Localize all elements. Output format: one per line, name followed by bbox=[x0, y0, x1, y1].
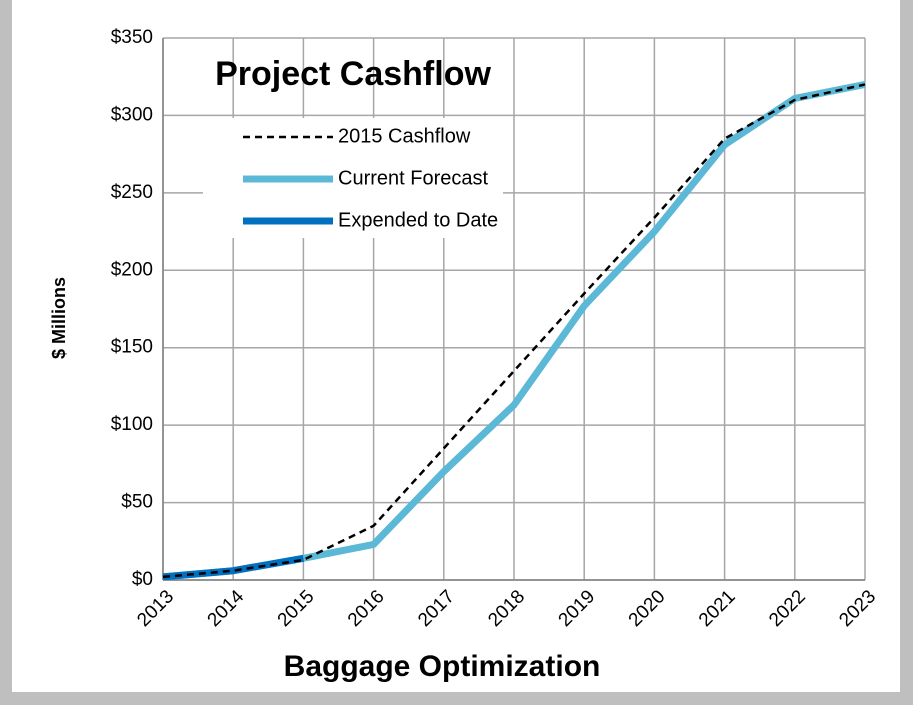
legend-label: 2015 Cashflow bbox=[338, 125, 471, 147]
legend-label: Current Forecast bbox=[338, 167, 488, 189]
chart-title: Project Cashflow bbox=[215, 55, 491, 93]
y-axis-label: $ Millions bbox=[49, 277, 69, 359]
y-tick-label: $250 bbox=[111, 182, 153, 203]
x-axis-label: Baggage Optimization bbox=[284, 650, 601, 683]
y-tick-label: $50 bbox=[121, 492, 153, 513]
series-line bbox=[162, 554, 305, 581]
y-tick-label: $100 bbox=[111, 414, 153, 435]
y-tick-label: $350 bbox=[111, 27, 153, 48]
y-tick-label: $0 bbox=[132, 569, 153, 590]
y-tick-label: $200 bbox=[111, 259, 153, 280]
y-tick-label: $300 bbox=[111, 104, 153, 125]
legend-label: Expended to Date bbox=[338, 209, 498, 231]
series-line bbox=[162, 83, 866, 579]
y-tick-label: $150 bbox=[111, 337, 153, 358]
